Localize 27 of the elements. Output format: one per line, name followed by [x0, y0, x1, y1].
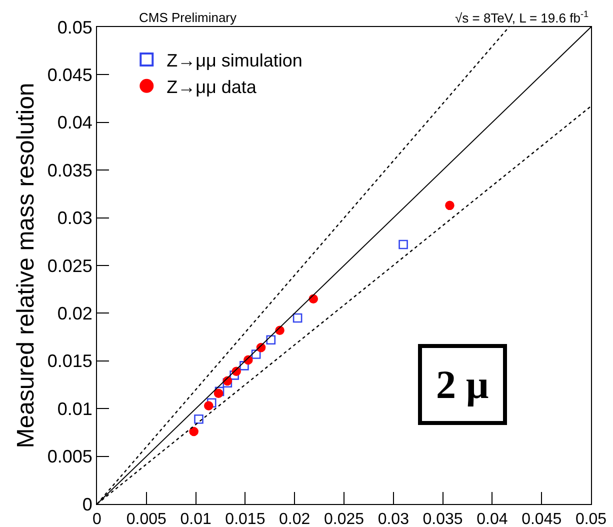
y-tick-label: 0.005 — [47, 446, 92, 467]
y-tick-label: 0.03 — [57, 208, 92, 228]
y-tick-label: 0.015 — [47, 351, 92, 372]
legend-label: Z→μμ simulation — [166, 50, 302, 71]
y-tick-label: 0.01 — [57, 398, 92, 419]
y-tick-label: 0.02 — [57, 304, 92, 324]
y-tick-label: 0.04 — [57, 112, 92, 133]
y-axis-title: Measured relative mass resolution — [12, 82, 40, 448]
x-tick-label: 0.01 — [180, 511, 212, 527]
x-tick-label: 0.015 — [225, 511, 266, 527]
x-tick-label: 0.04 — [476, 511, 508, 527]
x-tick-label: 0.025 — [324, 511, 364, 527]
x-tick-label: 0.03 — [378, 511, 410, 527]
y-tick-label: 0 — [82, 494, 92, 514]
legend-label: Z→μμ data — [166, 76, 258, 97]
y-tick-label: 0.025 — [47, 256, 92, 276]
annotation: 2 μ — [436, 362, 489, 407]
y-tick-label: 0.035 — [47, 160, 92, 180]
x-tick-label: 0.035 — [422, 511, 463, 527]
x-tick-label: 0.05 — [575, 511, 607, 527]
x-tick-label: 0.02 — [279, 511, 310, 527]
y-tick-label: 0.05 — [57, 17, 92, 38]
y-tick-label: 0.045 — [47, 65, 92, 85]
x-tick-label: 0.005 — [126, 511, 167, 527]
text: CMS Preliminary — [139, 10, 238, 25]
x-tick-label: 0.045 — [522, 511, 562, 527]
text: √s = 8TeV, L = 19.6 fb$^{-1}$ — [455, 9, 589, 26]
